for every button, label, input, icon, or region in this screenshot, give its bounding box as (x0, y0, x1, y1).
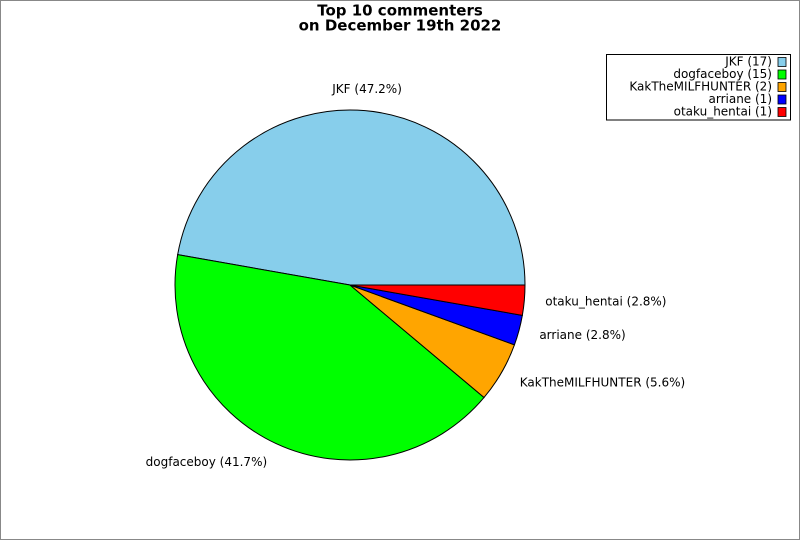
slice-label: arriane (2.8%) (539, 328, 625, 342)
legend-box (606, 54, 791, 121)
legend-label: dogfaceboy (15) (673, 67, 772, 81)
slice-label: KakTheMILFHUNTER (5.6%) (520, 376, 685, 390)
legend-swatch (777, 94, 787, 105)
pie-slice (177, 109, 526, 286)
slice-label: otaku_hentai (2.8%) (545, 295, 666, 309)
pie-slice (349, 284, 526, 316)
slice-label: JKF (47.2%) (331, 82, 402, 96)
legend-label: JKF (17) (724, 55, 772, 69)
legend-label: KakTheMILFHUNTER (2) (629, 80, 772, 94)
chart-subtitle: on December 19th 2022 (299, 17, 502, 35)
legend-swatch (777, 69, 787, 80)
legend-swatch (777, 107, 787, 117)
legend-swatch (777, 82, 787, 92)
legend-label: otaku_hentai (1) (674, 105, 772, 119)
legend-label: arriane (1) (709, 92, 773, 106)
pie-slice (174, 254, 485, 461)
slice-label: dogfaceboy (41.7%) (146, 455, 268, 469)
chart-title: Top 10 commenters (317, 2, 483, 20)
legend-swatch (777, 57, 787, 67)
